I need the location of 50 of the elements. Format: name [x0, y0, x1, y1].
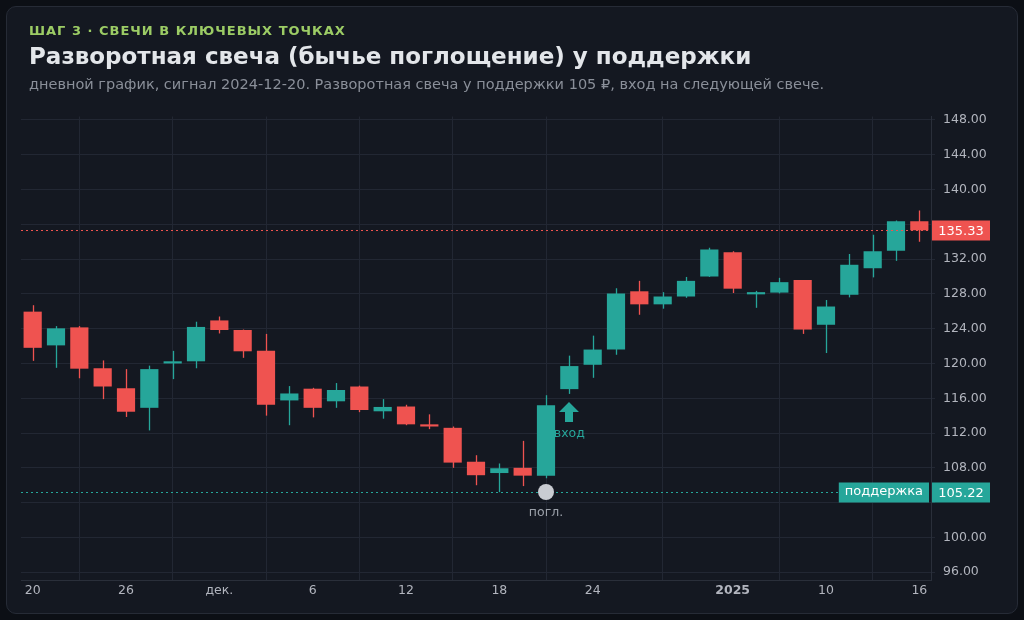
- x-tick-label: 2025: [715, 581, 751, 597]
- x-tick-label: 6: [308, 581, 317, 597]
- y-tick-label: 100.00: [943, 528, 987, 544]
- text: 105.22: [938, 484, 984, 500]
- y-tick-label: 124.00: [943, 319, 987, 335]
- candlestick: [466, 454, 486, 486]
- candlestick: [116, 368, 136, 418]
- candlestick: [396, 404, 416, 426]
- annotation: погл.: [528, 504, 564, 520]
- x-tick-label: 16: [911, 581, 928, 597]
- candlestick: [630, 280, 649, 316]
- candlestick: [560, 354, 579, 395]
- candlestick: [513, 440, 532, 487]
- candlestick: [326, 382, 346, 409]
- candlestick: [490, 462, 509, 493]
- x-tick-label: 10: [818, 581, 834, 597]
- candlestick: [350, 384, 369, 413]
- y-tick-label: 128.00: [943, 285, 987, 301]
- y-tick-label: 132.00: [943, 250, 987, 266]
- x-tick-label: 18: [491, 581, 508, 597]
- candlestick: [816, 299, 836, 354]
- y-tick-label: 112.00: [943, 424, 987, 440]
- x-tick-label: 24: [584, 581, 601, 597]
- y-tick-label: 96.00: [943, 563, 979, 579]
- candlestick: [863, 234, 882, 279]
- y-tick-label: 108.00: [943, 459, 987, 475]
- chart-title: Разворотная свеча (бычье поглощение) у поддержки: [29, 43, 752, 69]
- candlestick: [303, 387, 322, 419]
- x-tick-label: 26: [118, 581, 134, 597]
- y-tick-label: 120.00: [943, 354, 987, 370]
- x-tick-label: 12: [398, 581, 414, 597]
- candlestick: [46, 325, 66, 369]
- candlestick: [676, 276, 696, 299]
- chart-subtitle: дневной график, сигнал 2024-12-20. Разворотная свеча у поддержки 105 ₽, вход на следующей свече.: [29, 76, 825, 92]
- y-tick-label: 116.00: [943, 389, 987, 405]
- candlestick: [163, 350, 182, 380]
- y-tick-label: 144.00: [943, 146, 987, 162]
- ref-line-label: 135.33: [938, 222, 984, 238]
- ref-line-label: поддержка: [844, 482, 923, 498]
- x-tick-label: 20: [24, 581, 41, 597]
- y-tick-label: 140.00: [943, 180, 987, 196]
- annotation: вход: [553, 425, 585, 441]
- candlestick: [583, 334, 602, 379]
- candlestick: [373, 398, 392, 420]
- candlestick: [280, 385, 299, 426]
- candlestick: [93, 359, 112, 400]
- x-tick-label: дек.: [205, 581, 234, 597]
- text: ШАГ 3 · СВЕЧИ В КЛЮЧЕВЫХ ТОЧКАХ: [29, 23, 346, 38]
- candlestick: [233, 328, 252, 359]
- y-tick-label: 148.00: [943, 111, 987, 127]
